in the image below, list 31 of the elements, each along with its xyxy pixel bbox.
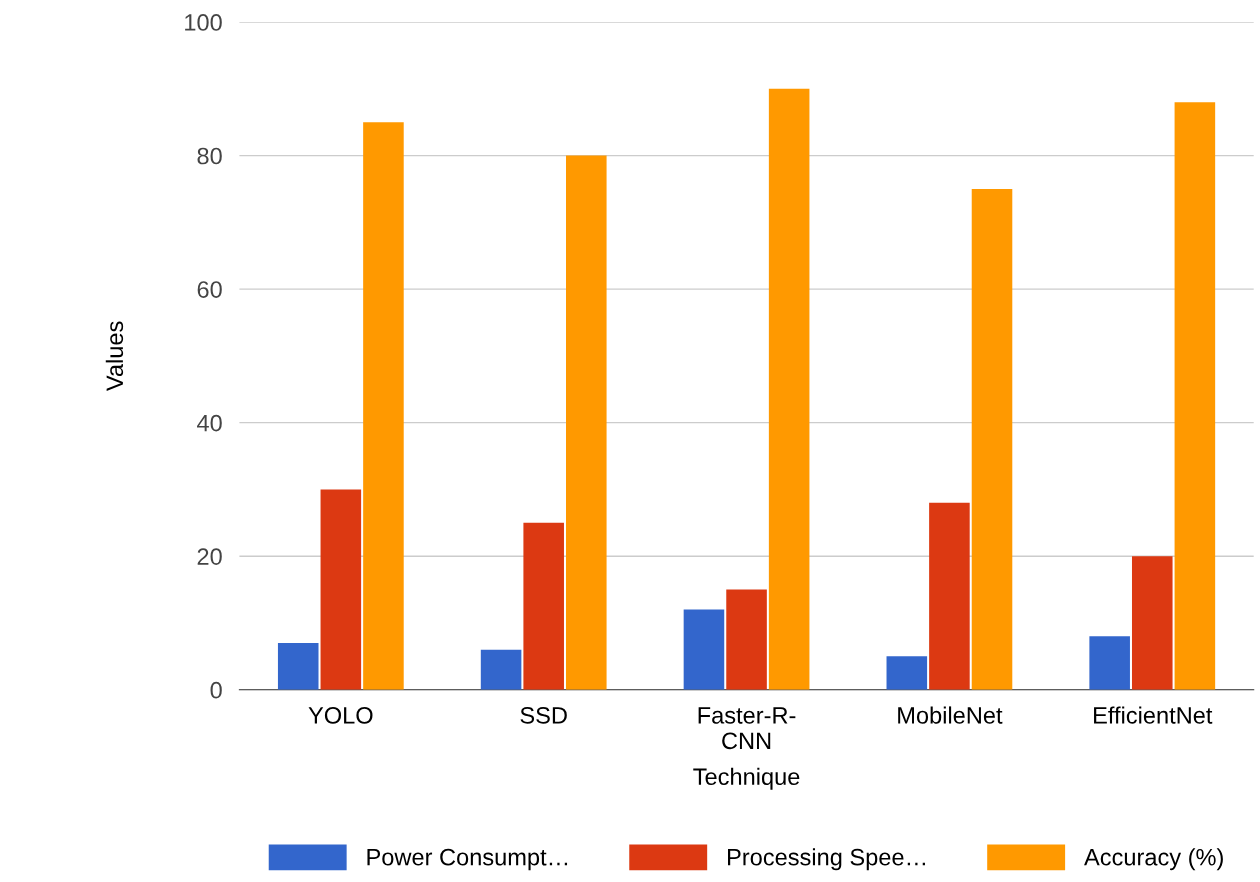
x-tick-label: MobileNet <box>898 706 1003 724</box>
bar <box>1089 636 1130 690</box>
bar <box>1174 102 1216 690</box>
y-tick-label: 0 <box>210 681 222 699</box>
bar <box>523 522 564 690</box>
bar <box>566 155 607 690</box>
y-tick-label: 20 <box>197 548 222 565</box>
bar <box>1131 556 1173 690</box>
x-tick-label: SSD <box>520 707 567 724</box>
bar <box>320 489 362 690</box>
y-tick-label: 80 <box>197 147 222 165</box>
bar <box>971 188 1013 690</box>
x-tick-label: Faster-R- CNN <box>698 707 796 750</box>
x-tick-label: EfficientNet <box>1094 706 1213 724</box>
y-tick-label: 40 <box>197 414 222 432</box>
y-tick-label: 100 <box>185 14 222 31</box>
x-axis-title: Technique <box>693 767 800 790</box>
y-axis-title: Values <box>105 321 124 392</box>
bar <box>480 649 522 690</box>
bar <box>277 642 319 690</box>
legend-label: Power Consumpt… <box>367 848 568 871</box>
y-tick-label: 60 <box>197 281 222 298</box>
legend-label: Processing Spee… <box>728 848 925 871</box>
bar <box>886 656 928 690</box>
bar <box>726 589 767 690</box>
bar <box>363 122 404 690</box>
bar <box>683 609 725 690</box>
x-tick-label: YOLO <box>308 707 373 724</box>
legend-label: Accuracy (%) <box>1084 848 1223 871</box>
bar <box>768 88 810 690</box>
bar <box>929 502 970 690</box>
